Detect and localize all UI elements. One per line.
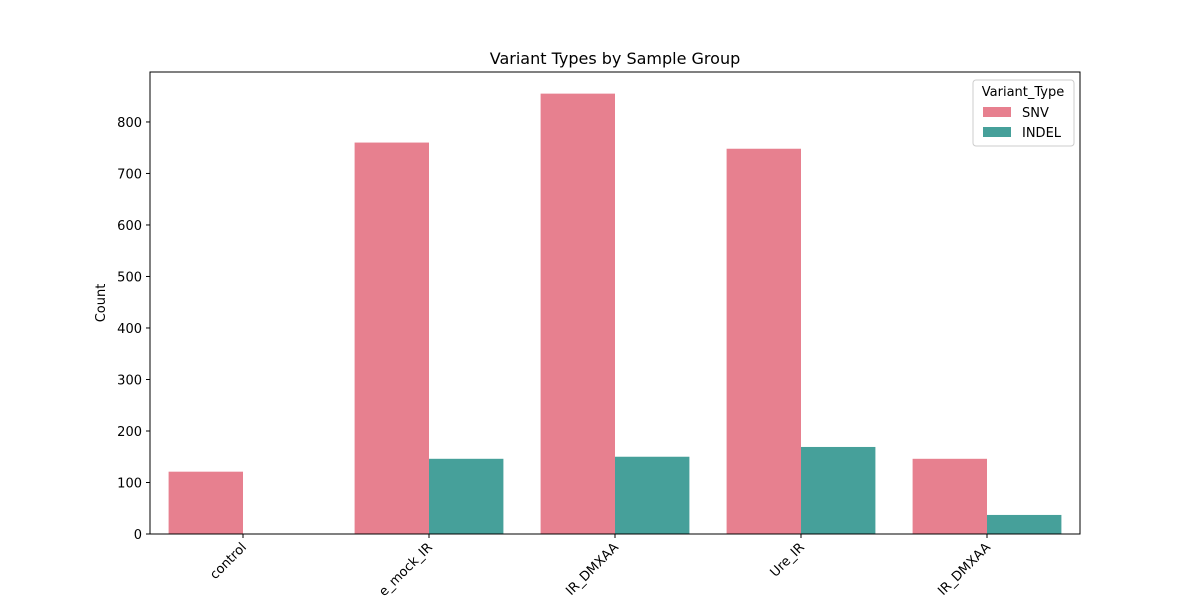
y-tick-label: 800 bbox=[117, 116, 142, 131]
x-tick-label: IR_DMXAA bbox=[563, 540, 622, 599]
y-tick-label: 600 bbox=[117, 219, 142, 234]
y-tick-label: 200 bbox=[117, 425, 142, 440]
plot-frame bbox=[149, 71, 1081, 535]
bar-snv-2 bbox=[540, 93, 615, 534]
y-axis-label: Count bbox=[94, 284, 109, 323]
y-tick-label: 400 bbox=[117, 322, 142, 337]
y-tick-label: 700 bbox=[117, 167, 142, 182]
x-tick-label: control bbox=[207, 540, 249, 582]
legend-swatch-indel bbox=[983, 127, 1011, 137]
x-tick-label: IR_DMXAA bbox=[935, 540, 994, 599]
y-tick-label: 100 bbox=[117, 476, 142, 491]
y-tick-label: 500 bbox=[117, 270, 142, 285]
x-tick-label: e_mock_IR bbox=[376, 540, 436, 600]
bar-indel-1 bbox=[429, 458, 504, 534]
bar-indel-4 bbox=[987, 514, 1062, 534]
y-tick-label: 0 bbox=[134, 528, 142, 543]
bars-layer bbox=[168, 93, 1062, 535]
legend-label-snv: SNV bbox=[1022, 106, 1049, 121]
legend-swatch-snv bbox=[983, 107, 1011, 117]
bar-indel-2 bbox=[615, 456, 690, 534]
legend-label-indel: INDEL bbox=[1022, 126, 1062, 141]
bar-snv-0 bbox=[168, 471, 243, 534]
legend: Variant_Type SNV INDEL bbox=[972, 79, 1075, 147]
bar-snv-3 bbox=[726, 148, 801, 535]
bar-indel-3 bbox=[801, 446, 876, 534]
legend-title: Variant_Type bbox=[982, 85, 1064, 100]
bar-snv-4 bbox=[912, 458, 987, 534]
bar-snv-1 bbox=[354, 142, 429, 534]
y-tick-label: 300 bbox=[117, 373, 142, 388]
chart-title: Variant Types by Sample Group bbox=[490, 49, 741, 68]
x-tick-label: Ure_IR bbox=[768, 540, 808, 580]
